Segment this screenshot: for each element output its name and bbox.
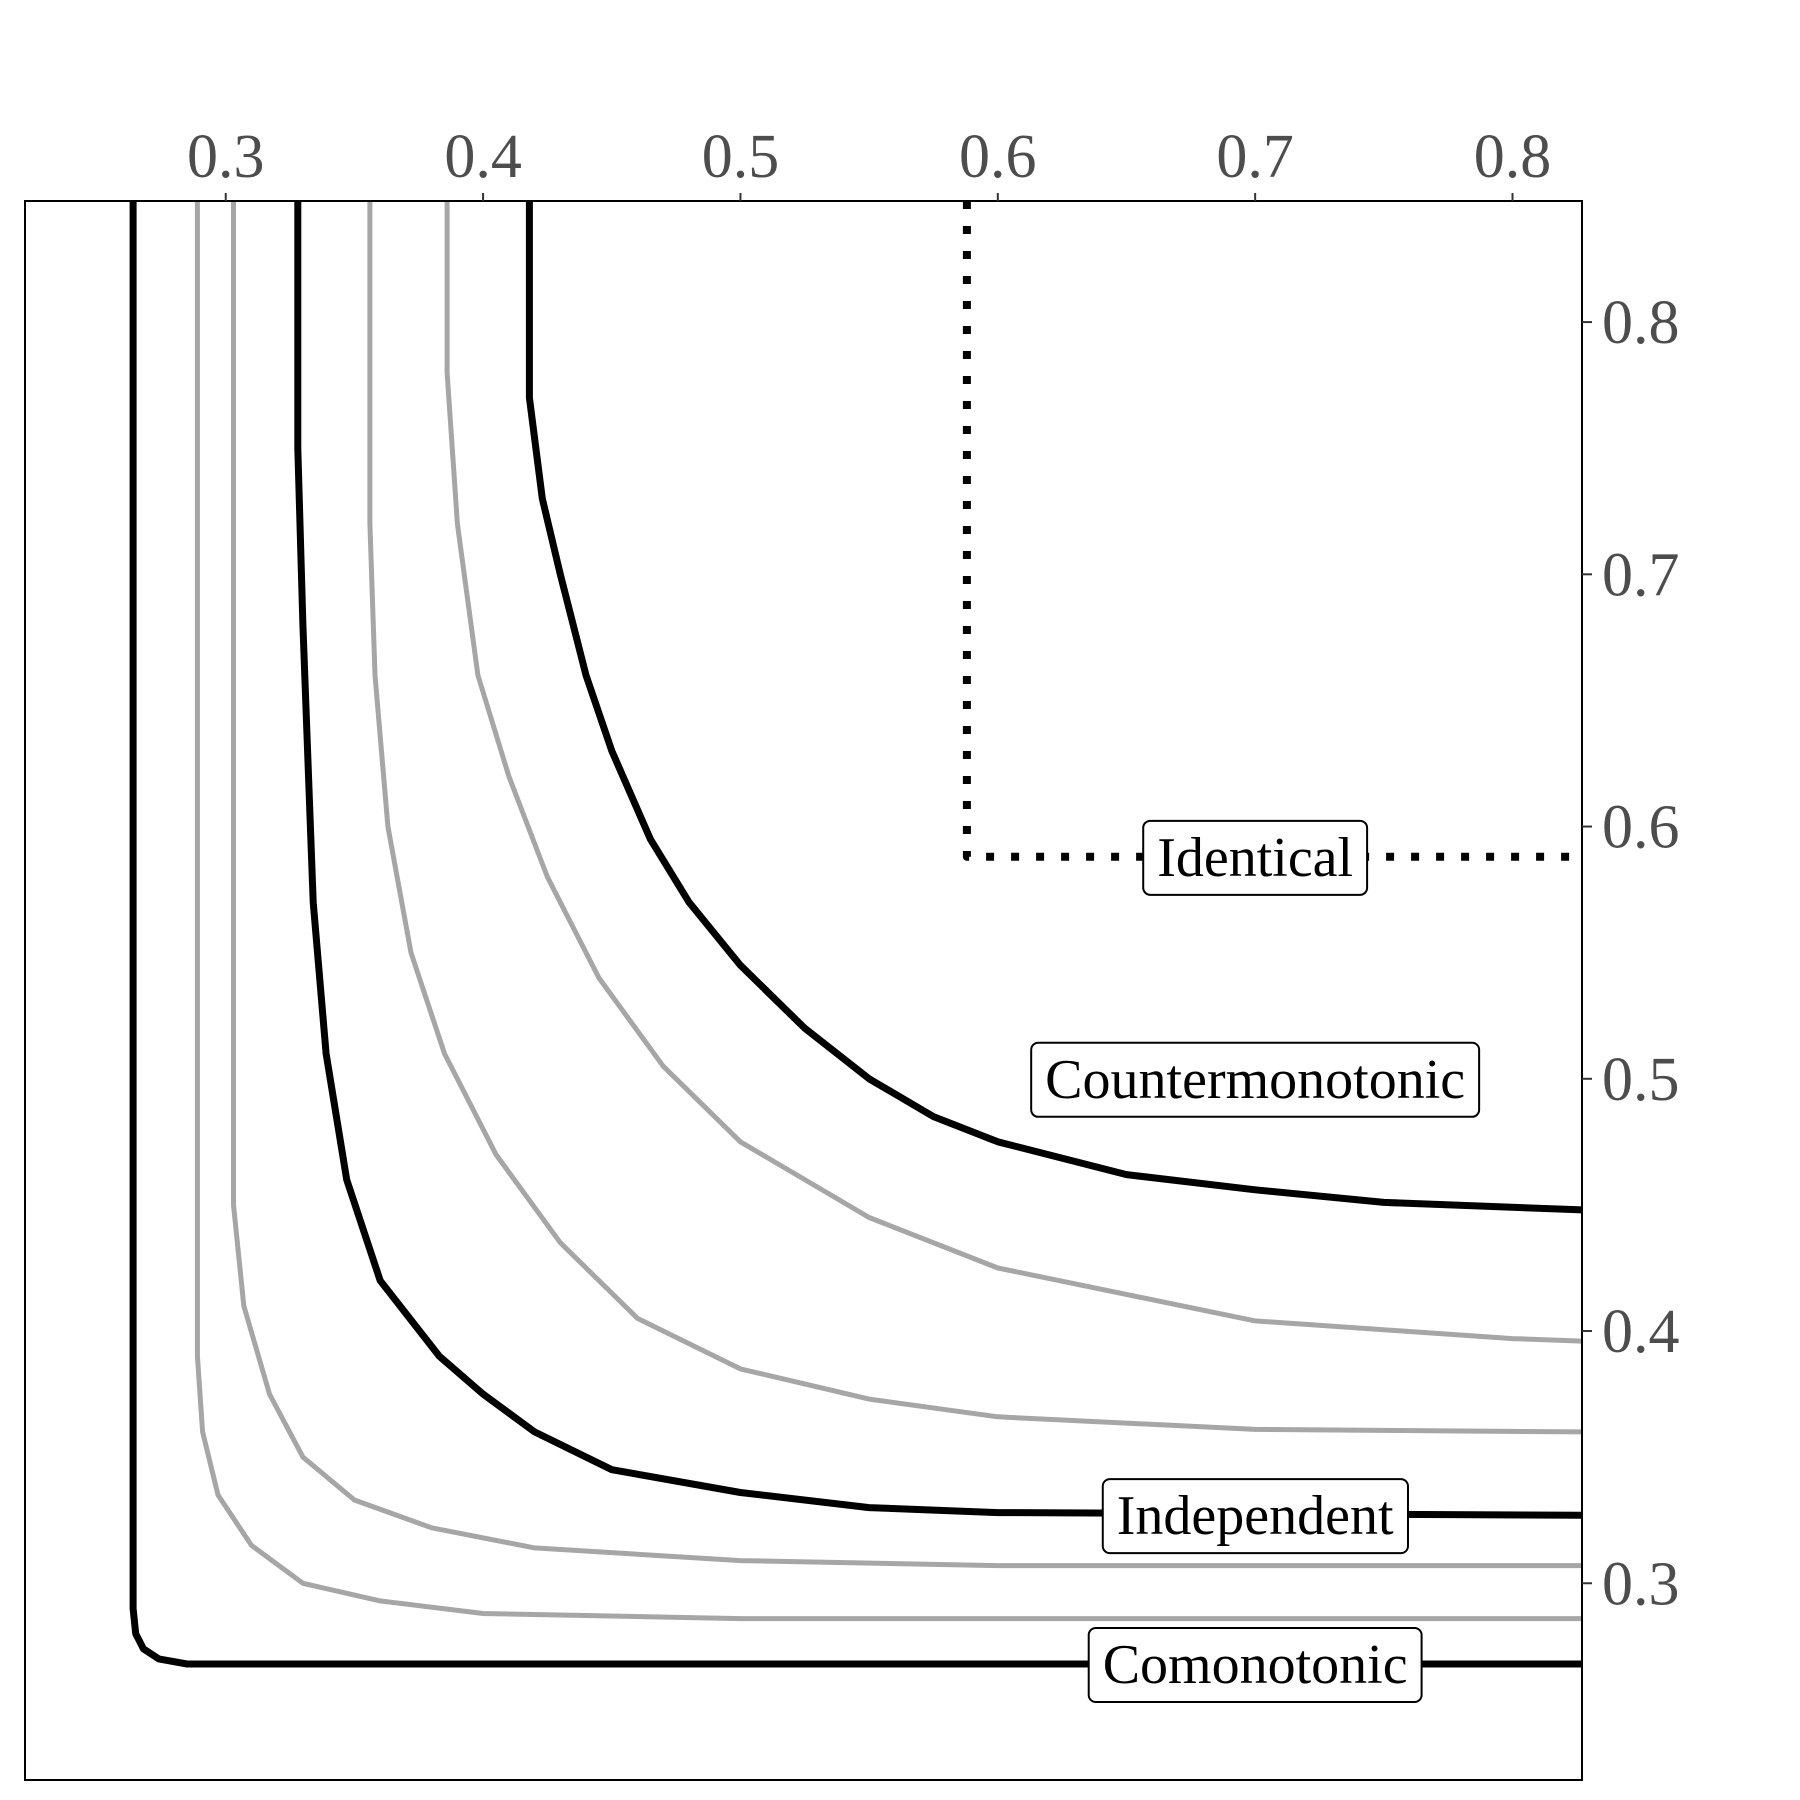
label-box [1101, 1478, 1409, 1555]
label-identical: Identical [1142, 819, 1369, 896]
label-text: Countermonotonic [1045, 1049, 1465, 1111]
label-independent: Independent [1101, 1478, 1409, 1555]
curve-grey-2 [231, 201, 1582, 1569]
x-tick-label: 0.3 [187, 123, 265, 191]
y-tick-label: 0.7 [1602, 541, 1680, 609]
curve-countermonotonic [525, 201, 1583, 1214]
curve-layer [129, 201, 1583, 1668]
y-tick-label: 0.3 [1602, 1550, 1680, 1618]
plot-frame [24, 200, 1583, 1781]
curve-grey-1 [194, 201, 1582, 1622]
curve-comonotonic [129, 201, 1582, 1668]
y-tick-label: 0.8 [1602, 289, 1680, 357]
x-axis-top: 0.3 0.4 0.5 0.6 0.7 0.8 [187, 123, 1551, 201]
label-text: Identical [1157, 827, 1353, 889]
y-tick-label: 0.5 [1602, 1046, 1680, 1114]
x-tick-label: 0.4 [444, 123, 522, 191]
label-text: Independent [1117, 1485, 1394, 1547]
y-tick-label: 0.6 [1602, 794, 1680, 862]
label-countermonotonic: Countermonotonic [1030, 1041, 1481, 1118]
x-tick-label: 0.6 [959, 123, 1037, 191]
label-box [1087, 1626, 1423, 1703]
curve-grey-5 [444, 201, 1583, 1344]
curve-independent [294, 201, 1583, 1519]
curve-identical [962, 201, 1582, 861]
label-text: Comonotonic [1103, 1634, 1408, 1696]
x-tick-label: 0.8 [1474, 123, 1552, 191]
label-box [1142, 819, 1369, 896]
curve-label-layer: Identical Countermonotonic Independent Como… [1030, 819, 1481, 1703]
y-tick-label: 0.4 [1602, 1298, 1680, 1366]
label-comonotonic: Comonotonic [1087, 1626, 1423, 1703]
x-tick-label: 0.5 [702, 123, 780, 191]
x-tick-label: 0.7 [1216, 123, 1294, 191]
y-axis-right: 0.3 0.4 0.5 0.6 0.7 0.8 [1582, 289, 1680, 1618]
label-box [1030, 1041, 1481, 1118]
curve-grey-4 [367, 201, 1583, 1435]
